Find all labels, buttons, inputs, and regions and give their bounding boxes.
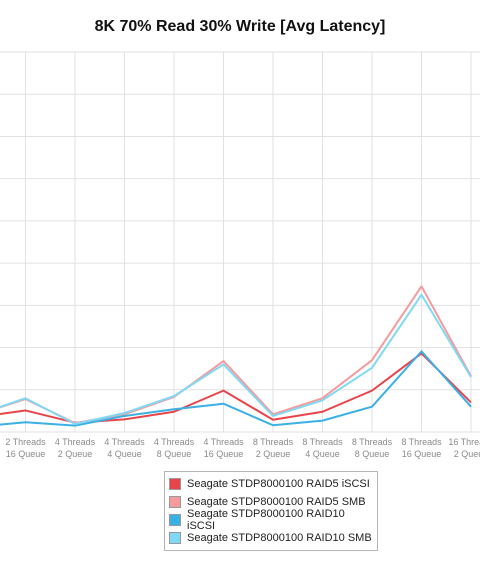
x-tick-label: 8 Threads 4 Queue [302, 437, 343, 459]
x-tick-label: 4 Threads 16 Queue [203, 437, 244, 459]
chart-title: 8K 70% Read 30% Write [Avg Latency] [94, 18, 386, 35]
series-line-3 [0, 350, 472, 427]
x-tick-label: 8 Threads 8 Queue [352, 437, 393, 459]
x-tick-label: 4 Threads 2 Queue [55, 437, 96, 459]
x-tick-label: 8 Threads 2 Queue [253, 437, 294, 459]
legend-swatch [169, 478, 181, 490]
chart-legend: Seagate STDP8000100 RAID5 iSCSI Seagate S… [164, 471, 378, 551]
legend-swatch [169, 532, 181, 544]
x-tick-label: 4 Threads 8 Queue [154, 437, 195, 459]
legend-label: Seagate STDP8000100 RAID10 SMB [187, 532, 372, 544]
legend-item-3[interactable]: Seagate STDP8000100 RAID10 iSCSI [169, 508, 373, 532]
series-line-2 [0, 285, 472, 425]
legend-label: Seagate STDP8000100 RAID5 iSCSI [187, 478, 370, 490]
x-tick-label: 8 Threads 16 Queue [401, 437, 442, 459]
legend-item-2[interactable]: Seagate STDP8000100 RAID5 SMB [169, 493, 373, 511]
legend-item-4[interactable]: Seagate STDP8000100 RAID10 SMB [169, 529, 373, 547]
series-line-1 [0, 352, 472, 424]
x-tick-label: 4 Threads 4 Queue [104, 437, 145, 459]
legend-swatch [169, 496, 181, 508]
series-line-4 [0, 293, 472, 425]
x-tick-label: 2 Threads 16 Queue [5, 437, 46, 459]
legend-item-1[interactable]: Seagate STDP8000100 RAID5 iSCSI [169, 475, 373, 493]
legend-swatch [169, 514, 181, 526]
chart-grid [0, 51, 480, 433]
chart-series [0, 285, 472, 427]
legend-label: Seagate STDP8000100 RAID5 SMB [187, 496, 366, 508]
legend-label: Seagate STDP8000100 RAID10 iSCSI [187, 508, 345, 532]
